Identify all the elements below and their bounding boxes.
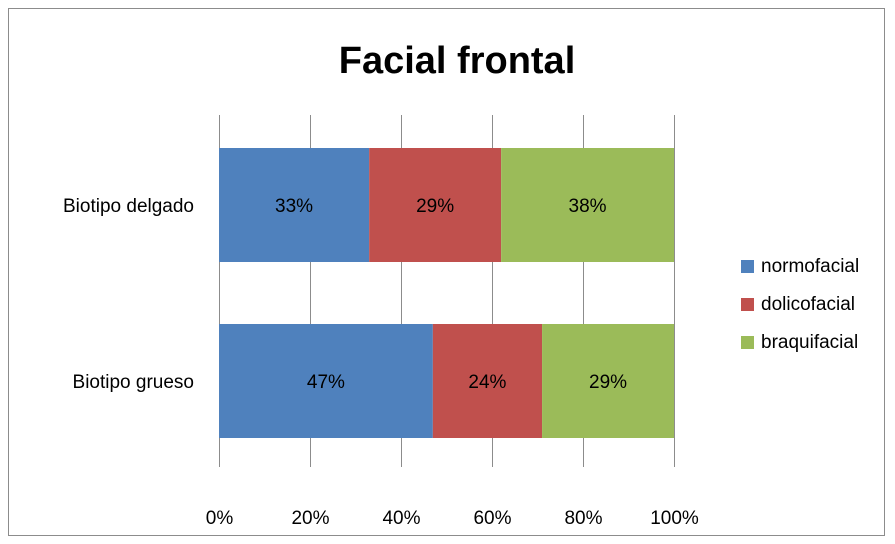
x-tick-label: 40%	[382, 508, 420, 529]
x-tick-label: 20%	[291, 508, 329, 529]
bar-segment	[369, 148, 502, 262]
data-label: 47%	[307, 372, 345, 393]
x-tick-label: 80%	[564, 508, 602, 529]
data-labels: 33% 29% 38% 47% 24% 29%	[275, 196, 627, 393]
category-label: Biotipo grueso	[73, 372, 194, 393]
data-label: 29%	[589, 372, 627, 393]
data-label: 24%	[468, 372, 506, 393]
legend-swatch	[741, 298, 754, 311]
bar-segment	[501, 148, 674, 262]
x-tick-label: 100%	[650, 508, 699, 529]
bar-segment	[432, 324, 543, 438]
bar-segment	[219, 148, 370, 262]
legend-label: dolicofacial	[761, 294, 855, 315]
data-label: 29%	[416, 196, 454, 217]
x-tick-label: 0%	[206, 508, 234, 529]
data-label: 38%	[569, 196, 607, 217]
chart-svg: Facial frontal 33% 29% 38% 47% 24% 29% Biotip…	[63, 40, 859, 529]
bar-segment	[542, 324, 674, 438]
legend-label: normofacial	[761, 256, 859, 277]
category-labels: Biotipo delgado Biotipo grueso	[63, 196, 194, 393]
x-tick-labels: 0% 20% 40% 60% 80% 100%	[206, 508, 699, 529]
bar-segment	[219, 324, 433, 438]
legend-label: braquifacial	[761, 332, 858, 353]
chart-frame: Facial frontal 33% 29% 38% 47% 24% 29% Biotip…	[8, 8, 885, 536]
data-label: 33%	[275, 196, 313, 217]
bars	[219, 148, 674, 438]
legend-swatch	[741, 260, 754, 273]
legend: normofacial dolicofacial braquifacial	[741, 256, 859, 353]
chart-title: Facial frontal	[339, 40, 576, 82]
x-tick-label: 60%	[473, 508, 511, 529]
legend-swatch	[741, 336, 754, 349]
category-label: Biotipo delgado	[63, 196, 194, 217]
